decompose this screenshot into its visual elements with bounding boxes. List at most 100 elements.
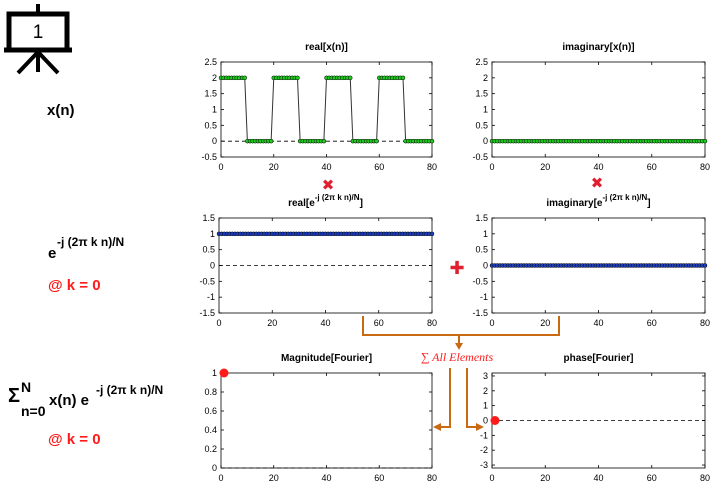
y-tick-label: 1.5: [475, 213, 488, 223]
x-tick-label: 60: [374, 473, 384, 483]
y-tick-label: 2: [212, 73, 217, 83]
data-point: [295, 75, 300, 81]
arrow-right-icon: [476, 423, 484, 431]
y-tick-label: 0: [212, 136, 217, 146]
y-tick-label: -0.5: [472, 152, 488, 162]
y-tick-label: 0.5: [204, 120, 217, 130]
sum-all-elements-label: ∑ All Elements: [421, 350, 494, 364]
chart-real-x: real[x(n)]2.521.510.50-0.50 20 40 60 80: [201, 42, 437, 172]
chart-real-exponential: real[e-j (2π k n)/N]1.510.50-0.5-1-1.50 2…: [199, 193, 437, 328]
chart-imaginary-exponential: imaginary[e-j (2π k n)/N] 1.5 1 0.5 0 -0.5 -1 -…: [472, 193, 710, 328]
chart-title: phase[Fourier]: [563, 353, 633, 364]
x-tick-label: 40: [321, 473, 331, 483]
y-tick-label: 2.5: [204, 57, 217, 67]
chart-title-end: ]: [647, 198, 650, 209]
multiply-icon: ✖: [591, 175, 604, 192]
y-tick-label: 1: [210, 229, 215, 239]
y-tick-label: 0.8: [204, 387, 217, 397]
y-tick-label: -1: [480, 292, 488, 302]
chart-title: Magnitude[Fourier]: [281, 353, 372, 364]
data-point: [374, 138, 379, 144]
x-tick-label: 80: [700, 318, 710, 328]
y-tick-label: -0.5: [201, 152, 217, 162]
sum-lower-limit: n=0: [21, 403, 46, 419]
slide-number: 1: [33, 22, 44, 43]
x-tick-label: 0: [489, 162, 494, 172]
chart-title-exponent: -j (2π k n)/N: [603, 193, 648, 202]
add-icon: ✚: [449, 258, 464, 278]
x-tick-label: 20: [540, 162, 550, 172]
chart-title-base: imaginary[e: [546, 198, 603, 209]
y-tick-label: -3: [480, 460, 488, 470]
x-tick-label: 20: [540, 318, 550, 328]
x-tick-label: 60: [374, 162, 384, 172]
y-tick-label: 1: [212, 105, 217, 115]
y-tick-label: 1.5: [204, 89, 217, 99]
y-tick-label: -1: [480, 430, 488, 440]
x-tick-label: 20: [269, 162, 279, 172]
x-tick-label: 40: [320, 318, 330, 328]
sum-exponent: -j (2π k n)/N: [96, 383, 163, 397]
data-point: [429, 231, 435, 237]
y-tick-label: 0: [212, 463, 217, 473]
x-tick-label: 0: [489, 318, 494, 328]
x-tick-label: 20: [540, 473, 550, 483]
y-tick-label: 1: [483, 401, 488, 411]
kernel-label-base: e: [48, 245, 56, 262]
data-point: [242, 75, 247, 81]
data-point: [490, 416, 500, 425]
x-tick-label: 20: [269, 473, 279, 483]
x-tick-label: 40: [593, 162, 603, 172]
x-tick-label: 80: [427, 162, 437, 172]
y-tick-label: 1.5: [475, 89, 488, 99]
y-tick-label: 1.5: [202, 213, 215, 223]
x-tick-label: 0: [218, 473, 223, 483]
x-tick-label: 60: [647, 318, 657, 328]
y-tick-label: 0.4: [204, 425, 217, 435]
k-note-2: @ k = 0: [48, 431, 101, 448]
y-tick-label: -1.5: [199, 308, 215, 318]
x-tick-label: 60: [647, 162, 657, 172]
data-point: [400, 75, 406, 81]
y-tick-label: 0.2: [204, 444, 217, 454]
y-tick-label: 1: [483, 105, 488, 115]
multiply-icon: ✖: [322, 177, 335, 194]
sum-body: x(n) e: [49, 392, 89, 409]
sum-sigma: Σ: [8, 385, 20, 407]
y-tick-label: 0.5: [202, 245, 215, 255]
x-tick-label: 40: [593, 473, 603, 483]
data-point: [429, 138, 435, 144]
y-tick-label: 2: [483, 386, 488, 396]
y-tick-label: 1: [483, 229, 488, 239]
y-tick-label: 0.5: [475, 120, 488, 130]
data-point: [219, 368, 229, 378]
x-tick-label: 40: [321, 162, 331, 172]
x-tick-label: 80: [700, 473, 710, 483]
chart-title: imaginary[e-j (2π k n)/N]: [546, 193, 650, 209]
x-tick-label: 0: [216, 318, 221, 328]
y-tick-label: 0: [483, 136, 488, 146]
plot-frame: [220, 372, 433, 469]
x-tick-label: 20: [267, 318, 277, 328]
k-note-1: @ k = 0: [48, 277, 101, 294]
chart-title: real[x(n)]: [305, 42, 348, 53]
data-point: [347, 75, 353, 81]
x-tick-label: 0: [489, 473, 494, 483]
x-tick-label: 60: [374, 318, 384, 328]
chart-title-exponent: -j (2π k n)/N: [315, 193, 360, 202]
sum-upper-limit: N: [21, 379, 31, 395]
chart-title: real[e-j (2π k n)/N]: [288, 193, 363, 209]
y-tick-label: 3: [483, 371, 488, 381]
x-tick-label: 80: [427, 473, 437, 483]
y-tick-label: 0: [483, 416, 488, 426]
kernel-label-exponent: -j (2π k n)/N: [57, 235, 124, 249]
x-tick-label: 60: [647, 473, 657, 483]
chart-title: imaginary[x(n)]: [562, 42, 634, 53]
arrow-left-icon: [433, 423, 441, 431]
y-tick-label: -1.5: [472, 308, 488, 318]
y-tick-label: 0: [210, 261, 215, 271]
data-point: [268, 138, 274, 144]
sum-connector-arrows: [362, 316, 560, 428]
